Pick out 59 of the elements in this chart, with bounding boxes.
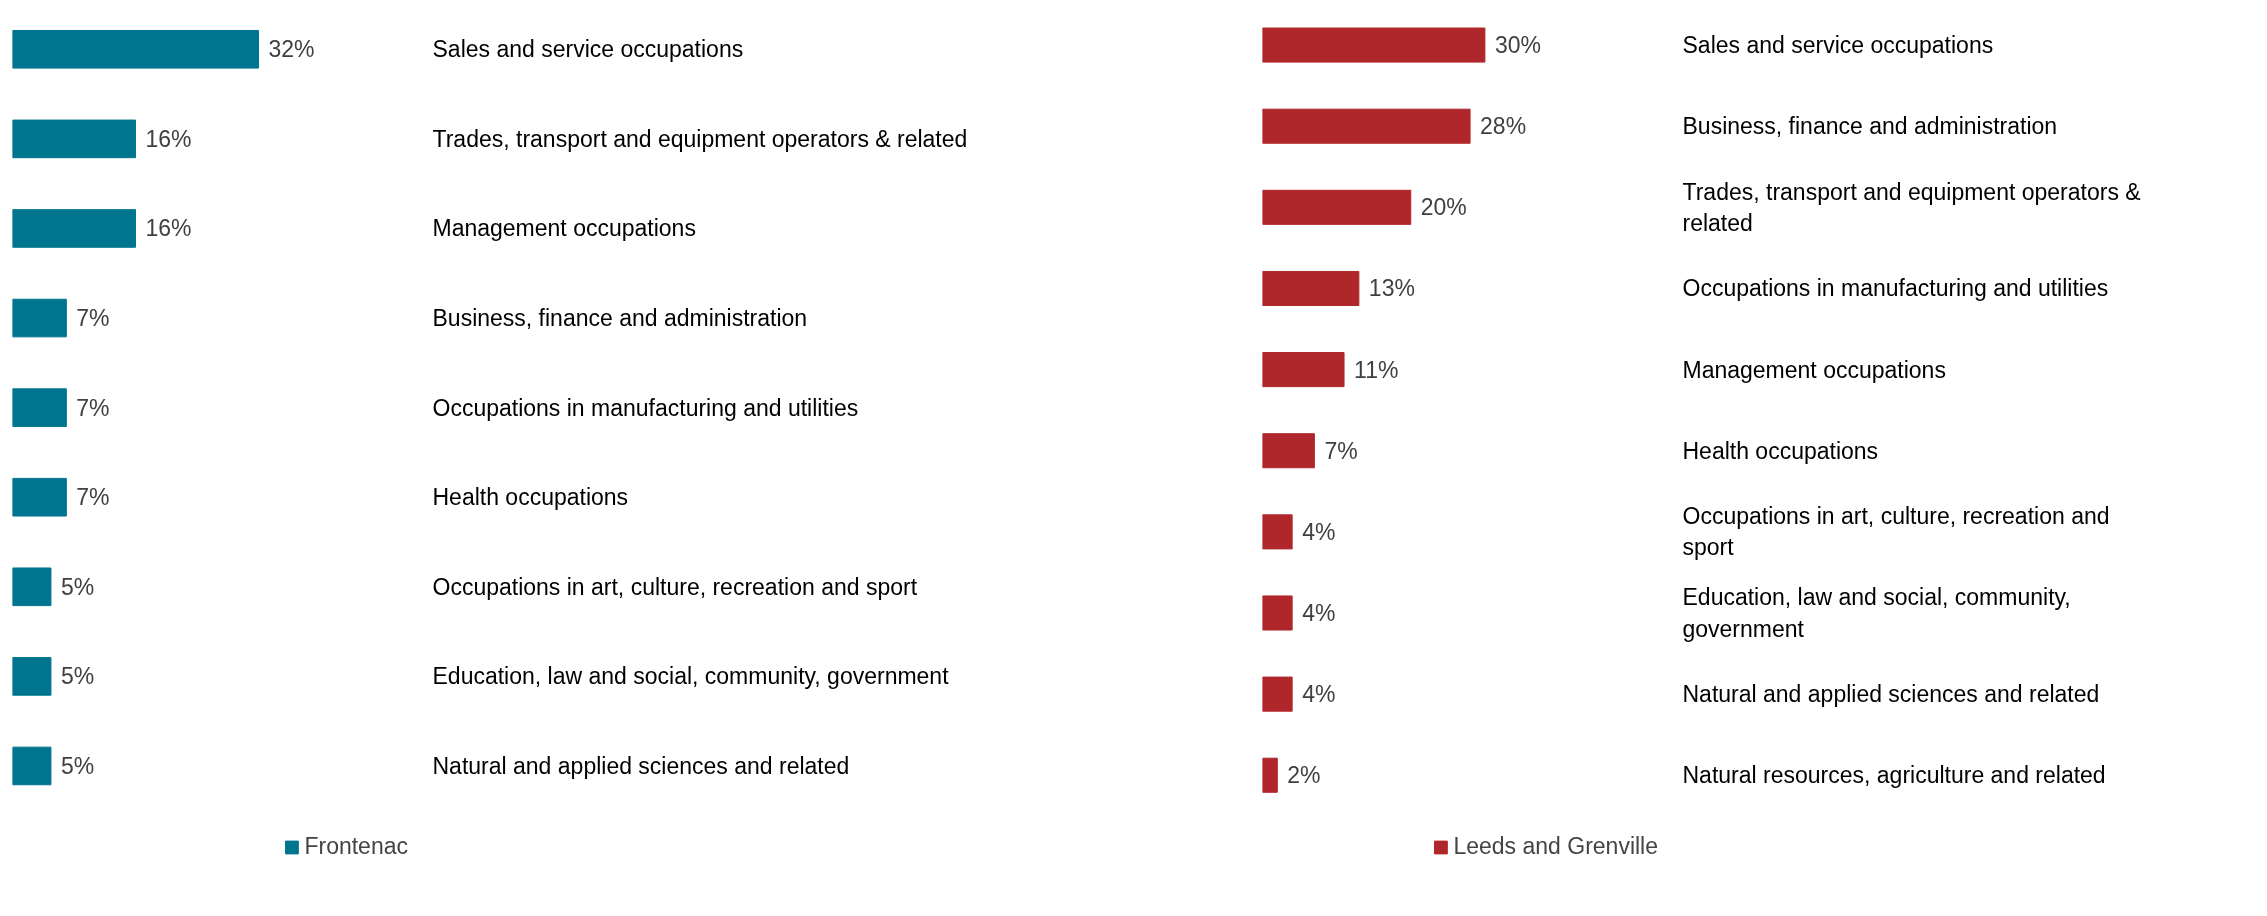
y-tick-label: Occupations in art, culture, recreation and sport [1682,503,2110,561]
bar [1262,108,1471,144]
y-tick-label: Natural and applied sciences and related [1682,681,2100,708]
data-label: 5% [60,752,95,779]
data-label: 16% [145,125,192,152]
legend-label: Leeds and Grenville [1453,833,1658,860]
data-label: 32% [268,36,315,63]
bar [12,119,136,159]
data-label: 4% [1302,518,1336,545]
y-tick-label: Management occupations [432,215,696,242]
bar [12,388,67,427]
data-label: 2% [1287,762,1321,789]
bar [1262,352,1345,388]
y-tick-label: Occupations in art, culture, recreation and sport [432,573,918,600]
y-tick-label: Education, law and social, community, government [1682,584,2071,642]
bar [1262,270,1360,306]
data-label: 7% [1324,437,1358,464]
data-label: 30% [1494,32,1541,59]
bar [12,209,136,248]
bar [12,477,67,517]
bar [12,298,67,338]
bar [1262,433,1315,469]
y-tick-label: Natural resources, agriculture and related [1682,762,2106,789]
bar [12,567,52,607]
data-label: 4% [1302,599,1336,626]
data-label: 7% [76,484,110,511]
y-tick-label: Trades, transport and equipment operators & related [1682,178,2141,236]
bar [1262,757,1278,793]
y-tick-label: Health occupations [1682,437,1879,464]
bar [1262,595,1293,631]
y-tick-label: Business, finance and administration [432,305,808,332]
y-tick-label: Sales and service occupations [1682,32,1994,59]
data-label: 16% [145,215,192,242]
bar [12,657,52,696]
data-label: 7% [76,305,110,332]
y-tick-label: Trades, transport and equipment operators & related [432,125,968,152]
y-tick-label: Sales and service occupations [432,36,744,63]
data-label: 5% [60,663,95,690]
data-label: 5% [60,573,95,600]
y-tick-label: Occupations in manufacturing and utilities [432,394,859,421]
data-label: 11% [1354,356,1399,383]
bar [12,746,52,786]
y-tick-label: Natural and applied sciences and related [432,752,850,779]
data-label: 20% [1420,194,1467,221]
y-tick-label: Business, finance and administration [1682,113,2058,140]
bar [1262,514,1293,550]
y-tick-label: Occupations in manufacturing and utilities [1682,275,2109,302]
data-label: 28% [1480,113,1527,140]
data-label: 7% [76,394,110,421]
bar [1262,27,1486,63]
y-tick-label: Education, law and social, community, government [432,663,950,690]
bar [12,29,259,69]
legend-label: Frontenac [304,833,408,860]
bar [1262,189,1412,225]
y-tick-label: Management occupations [1682,356,1946,383]
bar [1262,676,1293,712]
y-tick-label: Health occupations [432,484,629,511]
data-label: 13% [1368,275,1415,302]
data-label: 4% [1302,681,1336,708]
